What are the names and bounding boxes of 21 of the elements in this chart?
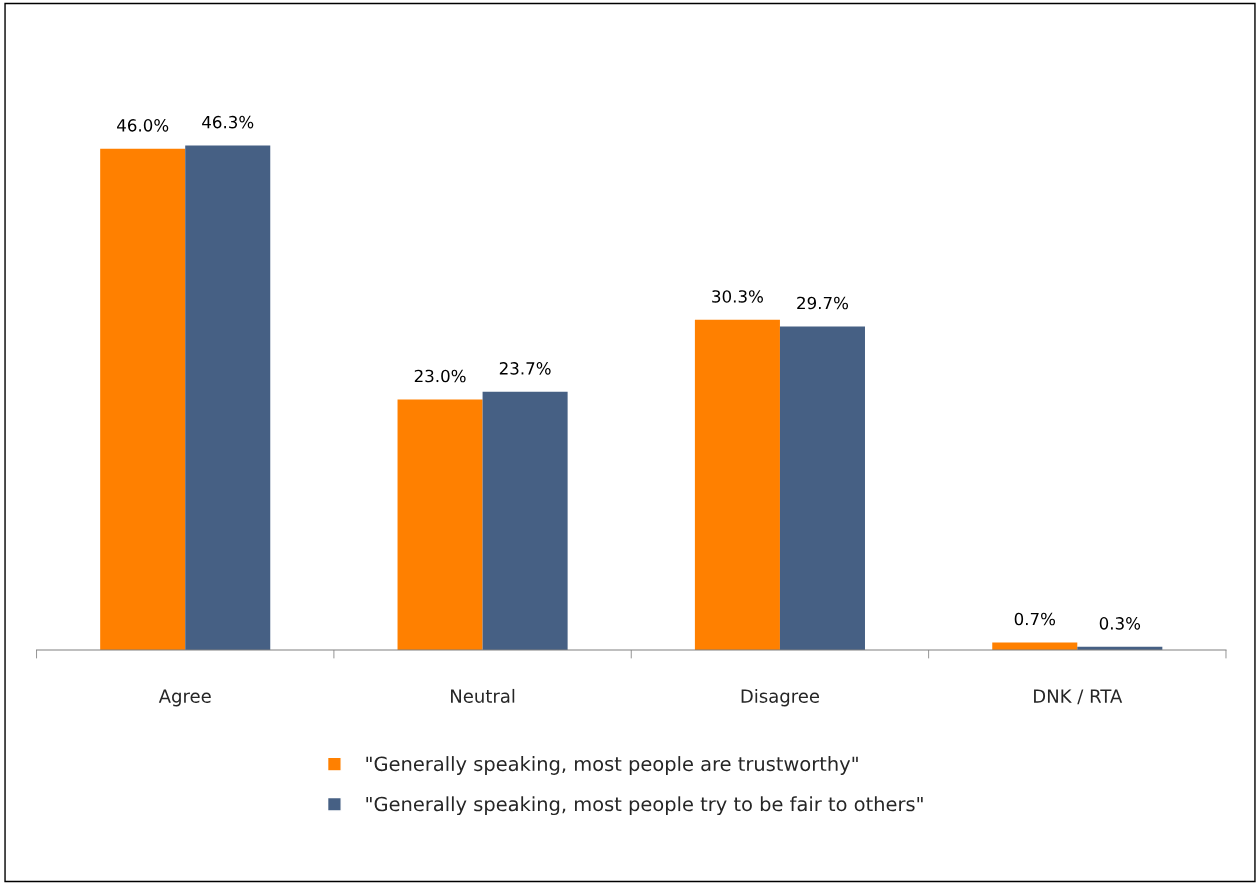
- data-label: 0.3%: [1099, 617, 1141, 630]
- x-tick-label: Disagree: [741, 688, 820, 707]
- bar: [397, 399, 483, 651]
- data-label: 23.7%: [499, 362, 551, 375]
- legend-label: "Generally speaking, most people try to be fair to others": [366, 796, 923, 816]
- x-tick-label: Neutral: [451, 688, 515, 703]
- bar: [779, 326, 865, 651]
- bar: [482, 391, 568, 651]
- data-label: 23.0%: [414, 369, 466, 383]
- data-label: 30.3%: [712, 290, 763, 303]
- bar: [185, 145, 271, 651]
- bar: [992, 642, 1078, 651]
- x-tick-label: Agree: [158, 689, 211, 707]
- bar: [694, 319, 780, 651]
- data-label: 46.3%: [202, 115, 254, 129]
- data-label: 46.0%: [117, 119, 169, 132]
- data-label: 0.7%: [1014, 612, 1056, 626]
- legend-label: "Generally speaking, most people are trustworthy": [366, 756, 858, 775]
- x-tick-label: DNK / RTA: [1034, 689, 1123, 705]
- data-label: 29.7%: [797, 296, 849, 310]
- bar: [100, 148, 186, 651]
